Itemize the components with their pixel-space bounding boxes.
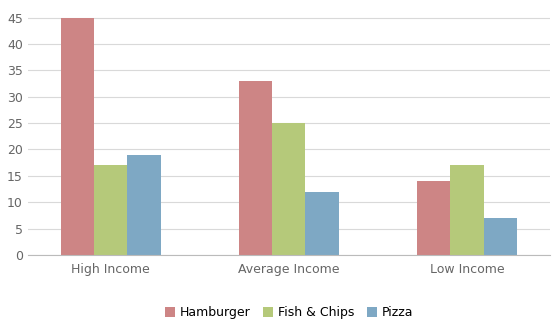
Bar [305,192,339,255]
Bar [483,218,517,255]
Bar [417,181,450,255]
Bar [61,18,94,255]
Bar [239,81,272,255]
Bar [128,155,160,255]
Bar [94,165,128,255]
Legend: Hamburger, Fish & Chips, Pizza: Hamburger, Fish & Chips, Pizza [161,303,417,323]
Bar [450,165,483,255]
Bar [272,123,305,255]
